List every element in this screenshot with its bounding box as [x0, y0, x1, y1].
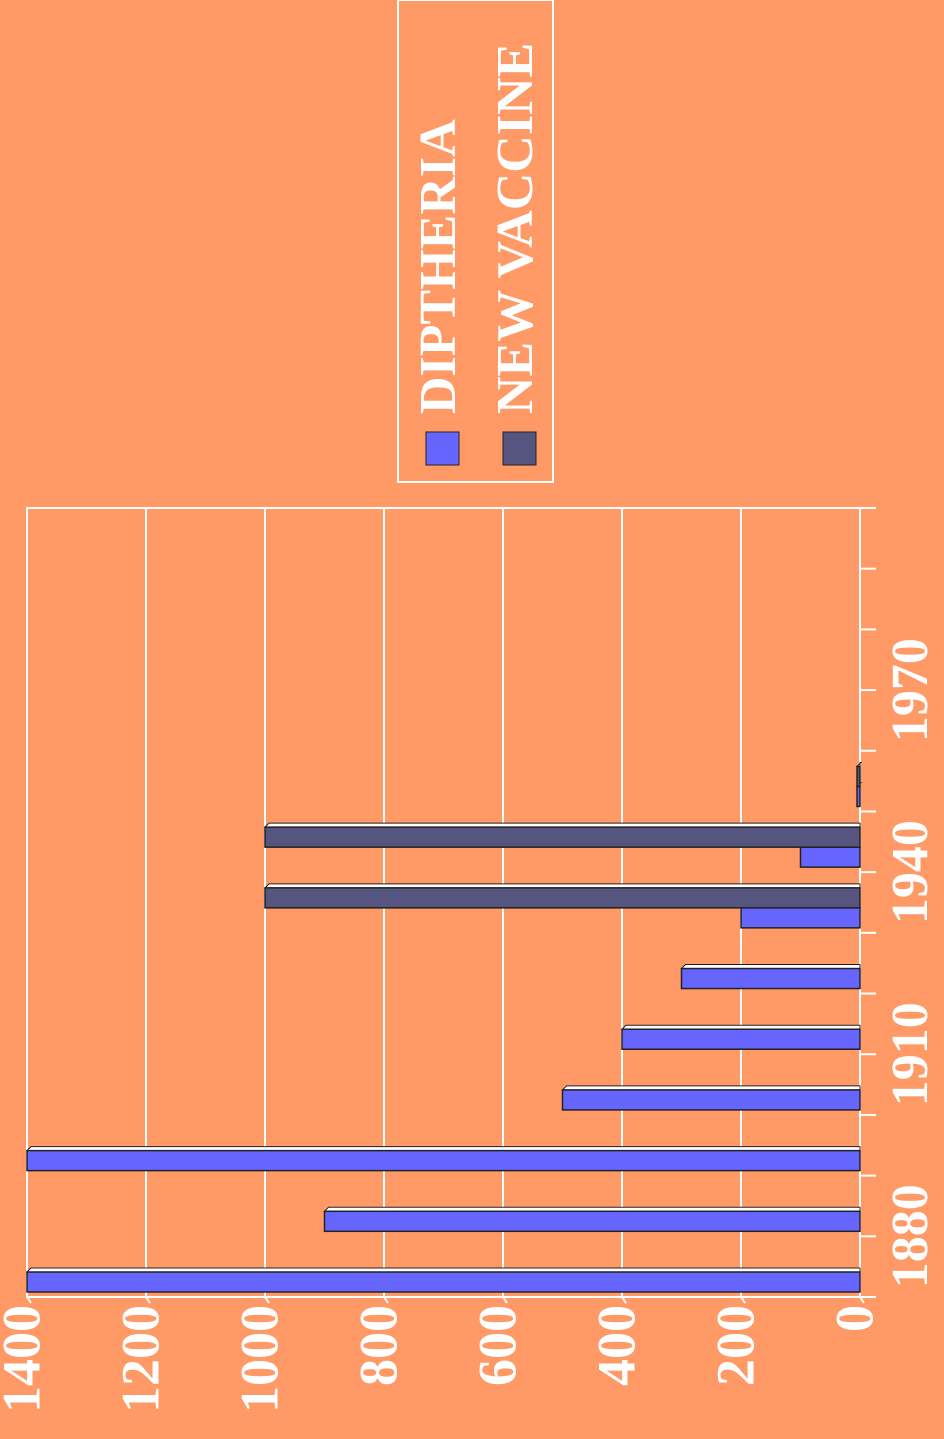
bar [25, 1267, 861, 1293]
bar-face [856, 765, 861, 788]
bar [323, 1206, 861, 1233]
bar-face [323, 1210, 861, 1233]
tick-mark [621, 1296, 627, 1304]
x-tick-label: 1910 [882, 1002, 939, 1106]
bar-face [26, 1149, 861, 1172]
y-tick-label: 800 [348, 1305, 408, 1386]
bar-face [561, 1089, 861, 1111]
tick-mark [740, 1296, 746, 1304]
legend-label: NEW VACCINE [487, 43, 544, 414]
y-tick-label: 600 [467, 1305, 527, 1386]
tick-mark [145, 1296, 151, 1304]
bar-face [264, 826, 861, 848]
legend-swatch [502, 431, 537, 466]
y-tick-label: 200 [705, 1305, 765, 1386]
bar-face [621, 1028, 861, 1050]
tick-mark [502, 1296, 508, 1304]
bar [620, 1024, 861, 1050]
bar [561, 1085, 861, 1111]
bar-face [680, 967, 861, 990]
bar [263, 822, 861, 848]
bar-face [799, 846, 861, 868]
x-tick-label: 1970 [882, 638, 939, 742]
y-tick-label: 0 [824, 1305, 884, 1332]
tick-mark [264, 1296, 270, 1304]
bar [855, 761, 863, 788]
legend-box [397, 0, 554, 483]
x-tick-label: 1880 [882, 1184, 939, 1288]
bar-face [740, 907, 861, 929]
bar-face [856, 785, 861, 808]
y-tick-label: 1200 [110, 1305, 170, 1413]
y-tick-label: 400 [586, 1305, 646, 1386]
bar-face [264, 887, 861, 909]
legend-label: DIPTHERIA [410, 119, 467, 414]
y-tick-label: 1400 [0, 1305, 51, 1413]
y-tick-label: 1000 [229, 1305, 289, 1413]
tick-mark [26, 1296, 32, 1304]
bar [25, 1146, 861, 1172]
bar [263, 883, 861, 909]
bar-face [26, 1271, 861, 1293]
x-tick-label: 1940 [882, 820, 939, 924]
bar [680, 964, 861, 990]
tick-mark [383, 1296, 389, 1304]
legend-swatch [425, 431, 460, 466]
